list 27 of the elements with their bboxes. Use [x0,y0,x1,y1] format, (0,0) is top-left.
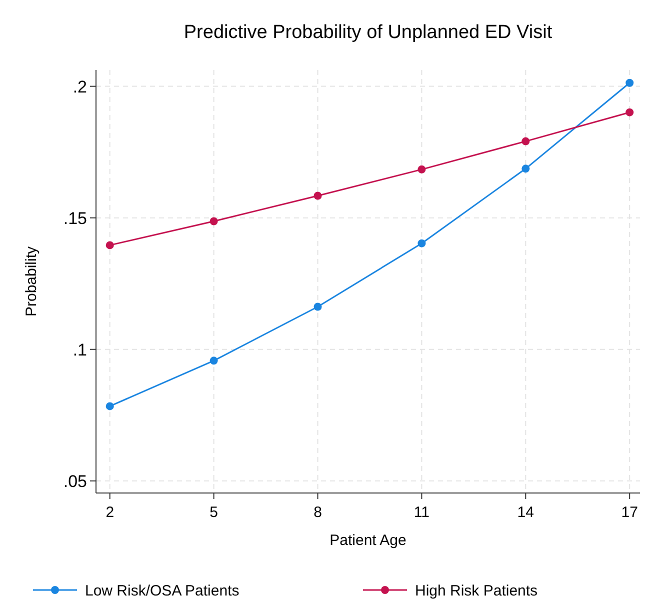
y-axis-title: Probability [23,246,40,317]
point [626,108,634,116]
x-tick-label: 2 [106,504,114,521]
x-tick-label: 17 [621,504,638,521]
point [418,165,426,174]
x-tick-label: 14 [517,504,534,521]
x-axis-title: Patient Age [330,532,406,549]
legend-label: Low Risk/OSA Patients [85,582,240,600]
y-tick-label: .1 [72,340,87,360]
y-tick-label: .2 [72,77,87,96]
point [106,402,114,410]
point [626,78,634,87]
point [522,164,530,173]
point [314,302,322,311]
chart-title: Predictive Probability of Unplanned ED Visit [184,22,553,43]
x-tick-label: 8 [314,504,322,521]
point [418,239,426,248]
point [106,241,114,250]
point [522,137,530,146]
x-tick-label: 5 [210,504,218,521]
point [210,356,218,365]
point [314,192,322,200]
y-tick-label: .15 [63,208,87,228]
x-tick-label: 11 [414,504,430,521]
y-tick-label: .05 [63,472,87,491]
point [210,217,218,226]
legend-label: High Risk Patients [415,582,538,600]
